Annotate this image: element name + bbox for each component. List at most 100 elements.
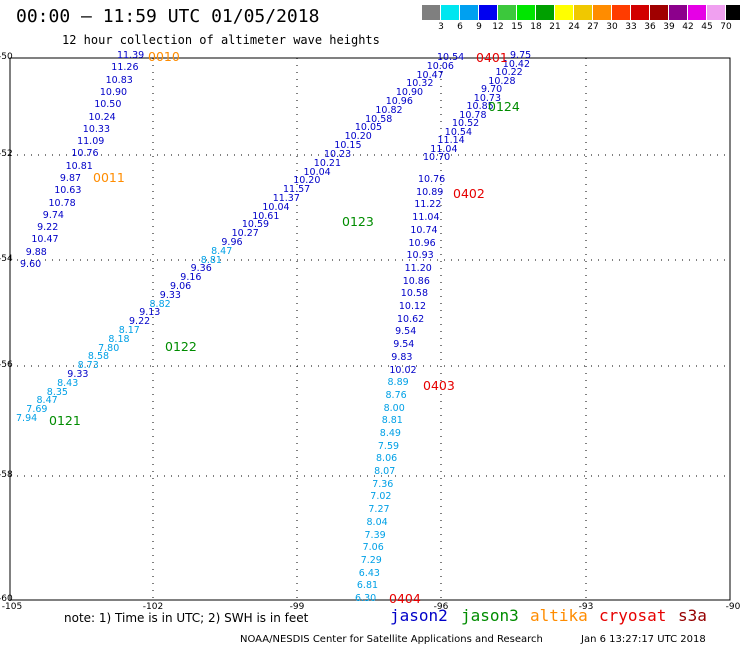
pass-label: 0402 — [453, 186, 485, 201]
wave-height-value: 6.30 — [355, 593, 377, 604]
wave-height-value: 11.37 — [272, 192, 300, 204]
wave-height-value: 8.81 — [200, 254, 222, 266]
legend-label: 39 — [663, 22, 675, 32]
legend-swatch — [612, 5, 631, 20]
footer-credit: NOAA/NESDIS Center for Satellite Applica… — [240, 634, 543, 645]
wave-height-value: 10.76 — [418, 174, 446, 185]
wave-height-value: 10.59 — [241, 219, 270, 231]
wave-height-value: 10.23 — [324, 148, 352, 160]
legend-swatch — [536, 5, 555, 20]
legend-label: 24 — [568, 22, 580, 32]
wave-height-value: 10.54 — [437, 52, 465, 63]
wave-height-value: 7.02 — [370, 491, 392, 503]
wave-height-value: 8.76 — [385, 389, 407, 401]
wave-height-value: 10.90 — [395, 87, 424, 99]
wave-height-value: 9.70 — [481, 84, 503, 95]
page-subtitle: 12 hour collection of altimeter wave hei… — [62, 33, 380, 47]
wave-height-value: 10.21 — [313, 157, 341, 169]
wave-height-value: 10.96 — [385, 96, 413, 107]
legend-label: 42 — [682, 22, 694, 32]
wave-height-value: 8.47 — [211, 245, 233, 257]
wave-height-value: 10.73 — [473, 92, 501, 104]
wave-height-value: 10.58 — [365, 113, 393, 125]
wave-height-value: 9.33 — [159, 289, 181, 301]
wave-height-value: 8.35 — [46, 386, 68, 398]
wave-height-value: 9.06 — [170, 280, 192, 292]
wave-height-value: 10.20 — [293, 175, 321, 187]
wave-height-value: 9.16 — [180, 272, 202, 284]
legend-label: 27 — [587, 22, 599, 32]
legend-swatch — [460, 5, 479, 20]
legend-swatch — [631, 5, 650, 20]
map-grid — [10, 58, 730, 600]
wave-height-value: 9.13 — [139, 307, 161, 319]
legend-label: 70 — [720, 22, 732, 32]
wave-height-value: 8.00 — [383, 402, 405, 414]
wave-height-value: 11.39 — [117, 50, 145, 61]
wave-height-value: 7.39 — [364, 529, 386, 541]
wave-height-value: 10.70 — [423, 152, 451, 163]
wave-height-value: 10.04 — [303, 166, 331, 178]
pass-label: 0011 — [93, 170, 125, 185]
pass-label: 0122 — [165, 339, 197, 354]
pass-label: 0010 — [148, 49, 180, 64]
wave-height-value: 7.94 — [16, 413, 38, 424]
lon-label: -105 — [1, 602, 23, 612]
wave-height-value: 8.17 — [118, 325, 140, 336]
footnote: note: 1) Time is in UTC; 2) SWH is in fe… — [64, 611, 309, 625]
lon-label: -90 — [725, 602, 740, 612]
wave-height-value: 8.18 — [108, 333, 130, 345]
lat-label: -52 — [0, 149, 13, 159]
legend-label: 15 — [511, 22, 523, 32]
wave-height-value: 10.05 — [354, 122, 383, 134]
wave-height-value: 10.04 — [262, 201, 290, 213]
legend-label: 33 — [625, 22, 637, 32]
legend-swatch — [593, 5, 612, 20]
wave-height-value: 7.27 — [368, 504, 390, 516]
wave-height-value: 10.85 — [466, 101, 494, 112]
wave-height-value: 10.32 — [406, 78, 434, 90]
wave-height-value: 9.75 — [510, 50, 532, 61]
wave-height-value: 11.04 — [412, 212, 440, 224]
wave-height-value: 10.82 — [375, 104, 403, 116]
wave-height-value: 10.74 — [410, 224, 438, 236]
pass-label: 0401 — [476, 50, 508, 65]
mission-cryosat: cryosat — [599, 606, 667, 625]
legend-label: 30 — [606, 22, 618, 32]
wave-height-value: 10.47 — [416, 69, 444, 81]
pass-label: 0404 — [389, 591, 421, 606]
mission-jason3: jason3 — [461, 606, 519, 625]
legend-label: 36 — [644, 22, 656, 32]
legend-swatch — [422, 5, 441, 20]
wave-height-value: 11.20 — [404, 262, 432, 274]
wave-height-value: 8.58 — [87, 351, 110, 363]
mission-jason2: jason2 — [390, 606, 448, 625]
mission-altika: altika — [530, 606, 588, 625]
wave-height-value: 8.04 — [366, 516, 388, 528]
wave-height-value: 10.78 — [459, 109, 487, 121]
legend-swatch — [726, 5, 740, 20]
legend-swatch — [498, 5, 517, 20]
wave-height-value: 10.62 — [397, 313, 425, 325]
wave-height-value: 10.15 — [334, 140, 362, 151]
pass-label: 0123 — [342, 214, 374, 229]
wave-height-value: 9.96 — [221, 236, 243, 248]
wave-height-value: 10.83 — [105, 74, 133, 86]
wave-height-value: 7.36 — [372, 478, 394, 490]
wave-height-value: 8.49 — [379, 427, 401, 439]
legend-label: 6 — [457, 22, 463, 32]
legend-label: 3 — [438, 22, 444, 32]
wave-height-value: 11.09 — [77, 136, 105, 148]
wave-height-value: 10.54 — [444, 126, 472, 138]
wave-height-value: 10.86 — [402, 275, 430, 287]
footer-timestamp: Jan 6 13:27:17 UTC 2018 — [581, 634, 706, 645]
wave-height-value: 8.73 — [77, 360, 99, 372]
wave-height-value: 8.43 — [57, 377, 79, 389]
legend-swatch — [574, 5, 593, 20]
wave-height-value: 10.42 — [502, 58, 530, 70]
wave-height-value: 7.59 — [377, 440, 400, 452]
wave-height-value: 10.89 — [416, 186, 444, 198]
lon-label: -102 — [142, 602, 164, 612]
legend-label: 12 — [492, 22, 504, 32]
